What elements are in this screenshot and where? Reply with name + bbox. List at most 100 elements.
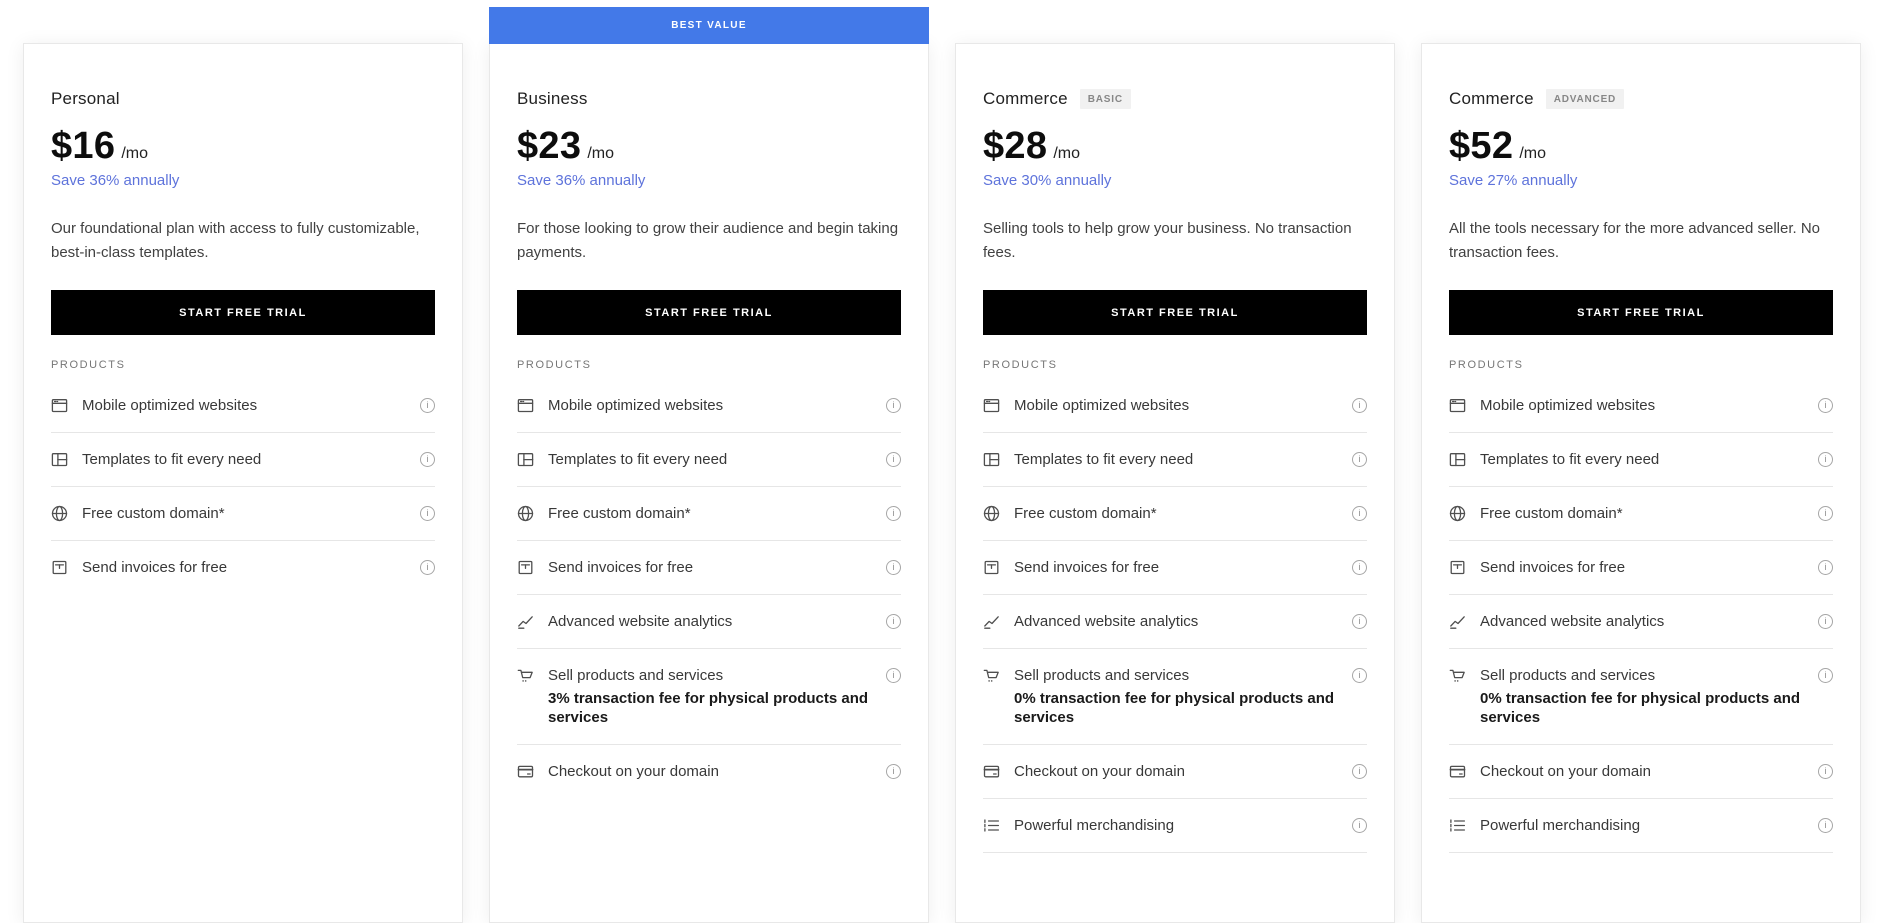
invoice-icon (983, 559, 1000, 576)
plan-description: Our foundational plan with access to ful… (51, 220, 420, 261)
info-icon[interactable]: i (886, 506, 901, 521)
plan-card: Commerce ADVANCED $52 /mo Save 27% annua… (1421, 43, 1861, 923)
browser-window-icon (51, 397, 68, 414)
plan-description: For those looking to grow their audience… (517, 220, 899, 261)
feature-label: Templates to fit every need (82, 451, 262, 468)
feature-row: Checkout on your domain i (517, 745, 901, 798)
info-icon[interactable]: i (1818, 452, 1833, 467)
info-icon[interactable]: i (886, 668, 901, 683)
feature-row: Mobile optimized websites i (51, 379, 435, 433)
feature-row: Send invoices for free i (51, 541, 435, 594)
feature-row: Powerful merchandising i (983, 799, 1367, 853)
info-icon[interactable]: i (1818, 668, 1833, 683)
plan-description: Selling tools to help grow your business… (983, 220, 1352, 261)
info-icon[interactable]: i (1818, 506, 1833, 521)
feature-row: Checkout on your domain i (1449, 745, 1833, 799)
products-section-label: PRODUCTS (1449, 359, 1524, 371)
plan-title-row: Commerce ADVANCED (1449, 89, 1833, 109)
globe-icon (51, 505, 68, 522)
info-icon[interactable]: i (420, 560, 435, 575)
feature-row: Send invoices for free i (517, 541, 901, 595)
feature-label: Checkout on your domain (1480, 763, 1651, 780)
products-section-label: PRODUCTS (51, 359, 126, 371)
feature-label: Sell products and services (1480, 667, 1656, 684)
info-icon[interactable]: i (1352, 764, 1367, 779)
feature-label: Advanced website analytics (548, 613, 733, 630)
globe-icon (1449, 505, 1466, 522)
feature-row: Sell products and services 0% transactio… (983, 649, 1367, 745)
feature-label: Templates to fit every need (548, 451, 728, 468)
info-icon[interactable]: i (886, 560, 901, 575)
start-free-trial-button[interactable]: START FREE TRIAL (51, 290, 435, 335)
info-icon[interactable]: i (886, 452, 901, 467)
plan-tier-badge: BASIC (1079, 89, 1131, 109)
plan-card-content: Personal $16 /mo Save 36% annually Our f… (24, 89, 462, 594)
info-icon[interactable]: i (1352, 614, 1367, 629)
info-icon[interactable]: i (1818, 614, 1833, 629)
info-icon[interactable]: i (886, 764, 901, 779)
feature-label: Send invoices for free (1014, 559, 1160, 576)
line-chart-icon (983, 613, 1000, 630)
info-icon[interactable]: i (1352, 560, 1367, 575)
info-icon[interactable]: i (1352, 818, 1367, 833)
info-icon[interactable]: i (1818, 764, 1833, 779)
feature-row: Sell products and services 0% transactio… (1449, 649, 1833, 745)
start-free-trial-button[interactable]: START FREE TRIAL (983, 290, 1367, 335)
invoice-icon (1449, 559, 1466, 576)
feature-row: Send invoices for free i (983, 541, 1367, 595)
feature-row: Templates to fit every need i (1449, 433, 1833, 487)
info-icon[interactable]: i (420, 398, 435, 413)
feature-label: Mobile optimized websites (548, 397, 724, 414)
plan-name: Personal (51, 89, 120, 108)
feature-label: Powerful merchandising (1014, 817, 1175, 834)
shopping-cart-icon (1449, 667, 1466, 684)
start-free-trial-button[interactable]: START FREE TRIAL (517, 290, 901, 335)
info-icon[interactable]: i (1352, 668, 1367, 683)
info-icon[interactable]: i (886, 614, 901, 629)
feature-label: Free custom domain* (1480, 505, 1623, 522)
features-list: Mobile optimized websites i Templates to… (517, 379, 901, 798)
feature-label: Sell products and services (1014, 667, 1190, 684)
feature-subtext: 0% transaction fee for physical products… (1480, 690, 1801, 726)
info-icon[interactable]: i (420, 452, 435, 467)
credit-card-icon (517, 763, 534, 780)
credit-card-icon (983, 763, 1000, 780)
info-icon[interactable]: i (1352, 452, 1367, 467)
price-period: /mo (1519, 145, 1546, 162)
feature-row: Send invoices for free i (1449, 541, 1833, 595)
feature-row: Free custom domain* i (1449, 487, 1833, 541)
feature-row: Mobile optimized websites i (1449, 379, 1833, 433)
feature-label: Mobile optimized websites (1014, 397, 1190, 414)
template-layout-icon (983, 451, 1000, 468)
feature-row: Checkout on your domain i (983, 745, 1367, 799)
browser-window-icon (517, 397, 534, 414)
plan-description: All the tools necessary for the more adv… (1449, 220, 1821, 261)
info-icon[interactable]: i (886, 398, 901, 413)
browser-window-icon (983, 397, 1000, 414)
plan-title-row: Personal (51, 89, 435, 109)
info-icon[interactable]: i (1818, 398, 1833, 413)
feature-row: Powerful merchandising i (1449, 799, 1833, 853)
info-icon[interactable]: i (420, 506, 435, 521)
save-annually-text: Save 36% annually (51, 172, 180, 189)
plan-title-row: Commerce BASIC (983, 89, 1367, 109)
shopping-cart-icon (517, 667, 534, 684)
feature-label: Templates to fit every need (1014, 451, 1194, 468)
merchandising-list-icon (983, 817, 1000, 834)
feature-row: Advanced website analytics i (1449, 595, 1833, 649)
info-icon[interactable]: i (1818, 560, 1833, 575)
feature-label: Free custom domain* (1014, 505, 1157, 522)
feature-row: Advanced website analytics i (983, 595, 1367, 649)
info-icon[interactable]: i (1818, 818, 1833, 833)
info-icon[interactable]: i (1352, 398, 1367, 413)
info-icon[interactable]: i (1352, 506, 1367, 521)
template-layout-icon (1449, 451, 1466, 468)
price-period: /mo (121, 145, 148, 162)
start-free-trial-button[interactable]: START FREE TRIAL (1449, 290, 1833, 335)
price-amount: $16 (51, 125, 116, 167)
feature-row: Templates to fit every need i (983, 433, 1367, 487)
feature-label: Powerful merchandising (1480, 817, 1641, 834)
feature-label: Templates to fit every need (1480, 451, 1660, 468)
price-period: /mo (587, 145, 614, 162)
